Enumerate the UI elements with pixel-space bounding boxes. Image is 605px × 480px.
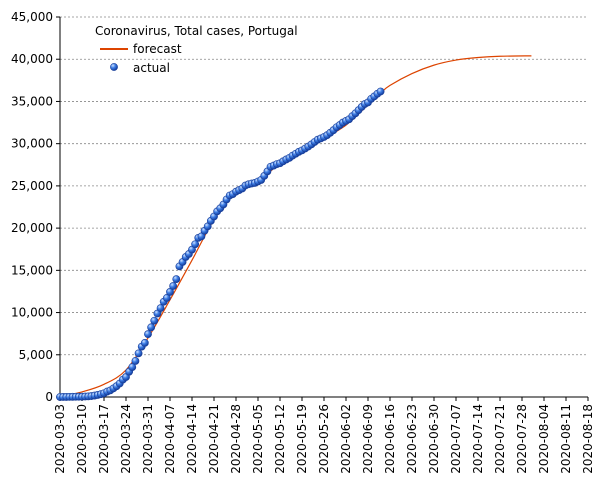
axes-layer: 0 5,000 10,000 15,000 20,000 25,000 30,000 35,0… [11, 10, 595, 474]
actual-point [169, 282, 178, 290]
x-tick-label: 2020-05-19 [295, 404, 309, 474]
x-tick-label: 2020-03-17 [97, 404, 111, 474]
legend: Coronavirus, Total cases, Portugal forec… [95, 24, 298, 75]
forecast-line [59, 55, 532, 398]
actual-series [56, 87, 385, 401]
actual-point [150, 316, 159, 325]
x-tick-label: 2020-06-23 [405, 404, 419, 474]
x-tick-label: 2020-04-14 [185, 404, 199, 474]
actual-point [172, 275, 181, 284]
x-tick-label: 2020-06-16 [383, 404, 397, 474]
actual-point [376, 87, 385, 96]
legend-forecast-label: forecast [133, 42, 182, 56]
x-tick-label: 2020-06-09 [361, 404, 375, 474]
y-tick-label: 30,000 [11, 137, 53, 151]
legend-actual-marker [110, 63, 118, 71]
x-tick-label: 2020-03-24 [119, 404, 133, 474]
y-tick-label: 0 [45, 390, 53, 404]
x-tick-label: 2020-05-12 [273, 404, 287, 474]
actual-point [156, 304, 165, 313]
actual-point [191, 240, 200, 249]
x-tick-label: 2020-05-26 [317, 404, 331, 474]
x-tick-label: 2020-05-05 [251, 404, 265, 474]
actual-point [140, 338, 149, 347]
x-tick-label: 2020-04-07 [163, 404, 177, 474]
x-tick-label: 2020-07-28 [515, 404, 529, 474]
actual-point [162, 294, 171, 302]
y-tick-label: 5,000 [19, 348, 53, 362]
actual-point [144, 330, 152, 339]
y-tick-label: 45,000 [11, 10, 53, 24]
actual-point [134, 349, 143, 358]
actual-point [147, 323, 156, 332]
x-tick-label: 2020-03-03 [53, 404, 67, 474]
y-tick-label: 15,000 [11, 263, 53, 277]
x-tick-label: 2020-07-07 [449, 404, 463, 474]
legend-actual-label: actual [133, 61, 170, 75]
y-tick-label: 35,000 [11, 94, 53, 108]
y-tick-label: 25,000 [11, 179, 53, 193]
x-tick-label: 2020-07-14 [471, 404, 485, 474]
x-tick-label: 2020-04-28 [229, 404, 243, 474]
x-tick-label: 2020-08-18 [581, 404, 595, 474]
x-tick-label: 2020-07-21 [493, 404, 507, 474]
x-tick-label: 2020-06-02 [339, 404, 353, 474]
chart-title: Coronavirus, Total cases, Portugal [95, 24, 298, 38]
x-tick-label: 2020-08-11 [559, 404, 573, 474]
y-tick-label: 40,000 [11, 52, 53, 66]
y-tick-label: 10,000 [11, 306, 53, 320]
x-tick-label: 2020-04-21 [207, 404, 221, 474]
actual-point [131, 357, 140, 365]
actual-point [128, 363, 137, 371]
forecast-series [59, 55, 532, 398]
x-tick-label: 2020-03-10 [75, 404, 89, 474]
x-tick-label: 2020-08-04 [537, 404, 551, 474]
grid-layer [60, 16, 588, 356]
y-tick-label: 20,000 [11, 221, 53, 235]
x-tick-label: 2020-03-31 [141, 404, 155, 474]
x-tick-label: 2020-06-30 [427, 404, 441, 474]
